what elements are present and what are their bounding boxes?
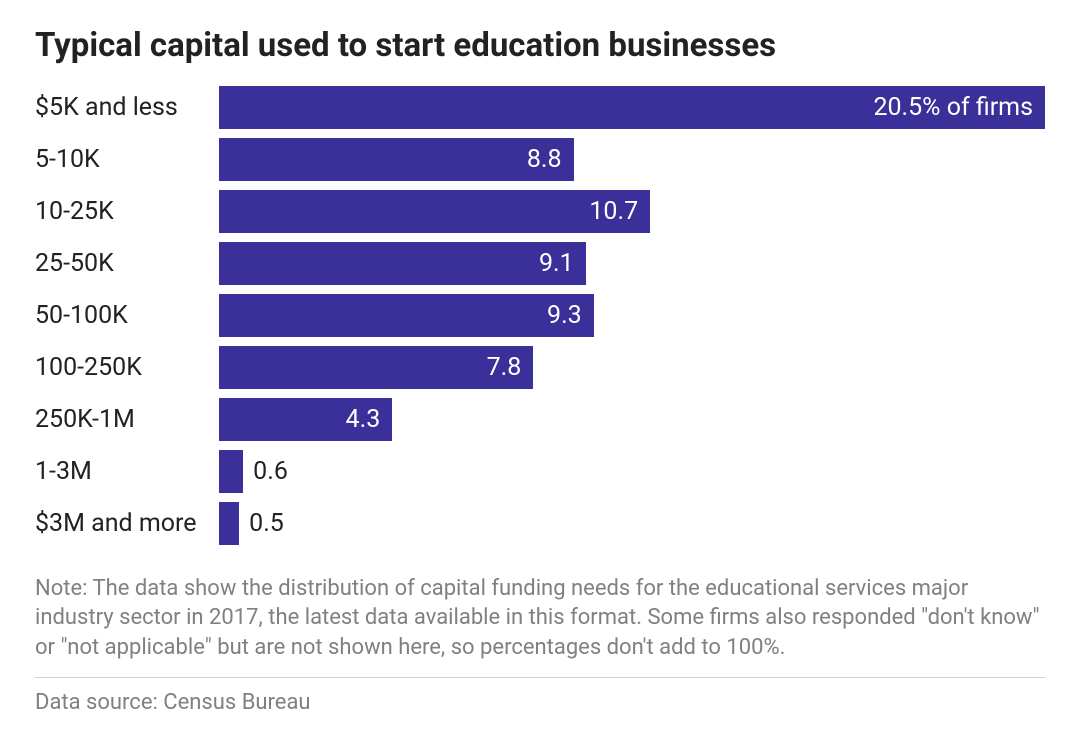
bar-label: 50-100K xyxy=(35,301,219,330)
bar-track: 20.5% of firms xyxy=(219,86,1045,129)
bar-row: 100-250K 7.8 xyxy=(35,344,1045,392)
bar-track: 8.8 xyxy=(219,138,1045,181)
bar-row: 50-100K 9.3 xyxy=(35,292,1045,340)
bar-track: 0.5 xyxy=(219,502,1045,545)
bar: 8.8 xyxy=(219,138,574,181)
bar-value: 9.1 xyxy=(539,249,574,278)
chart-title: Typical capital used to start education … xyxy=(35,26,1045,66)
bar-label: 10-25K xyxy=(35,197,219,226)
bar-value: 10.7 xyxy=(589,197,638,226)
bar-row: 1-3M 0.6 xyxy=(35,448,1045,496)
bar-track: 9.1 xyxy=(219,242,1045,285)
chart-container: Typical capital used to start education … xyxy=(0,0,1080,745)
bar-value: 7.8 xyxy=(487,353,522,382)
bar-track: 10.7 xyxy=(219,190,1045,233)
bar-label: 1-3M xyxy=(35,457,219,486)
bar-row: 10-25K 10.7 xyxy=(35,188,1045,236)
bar-value: 4.3 xyxy=(346,405,381,434)
bar: 9.1 xyxy=(219,242,586,285)
footer-source: Data source: Census Bureau xyxy=(35,690,1045,715)
bar-row: $5K and less 20.5% of firms xyxy=(35,84,1045,132)
bar: 4.3 xyxy=(219,398,392,441)
bar xyxy=(219,450,243,493)
bar: 10.7 xyxy=(219,190,650,233)
bar-value: 20.5% of firms xyxy=(873,93,1033,122)
bar-track: 7.8 xyxy=(219,346,1045,389)
bar-label: 25-50K xyxy=(35,249,219,278)
bar: 20.5% of firms xyxy=(219,86,1045,129)
bar-label: 100-250K xyxy=(35,353,219,382)
footer-note: Note: The data show the distribution of … xyxy=(35,574,1045,663)
footer-divider xyxy=(35,677,1045,678)
bar-track: 4.3 xyxy=(219,398,1045,441)
bar xyxy=(219,502,239,545)
bar-label: 5-10K xyxy=(35,145,219,174)
bar-label: $3M and more xyxy=(35,509,219,538)
bar: 9.3 xyxy=(219,294,594,337)
bar-rows: $5K and less 20.5% of firms 5-10K 8.8 10-25K… xyxy=(35,84,1045,548)
bar: 7.8 xyxy=(219,346,533,389)
bar-track: 9.3 xyxy=(219,294,1045,337)
bar-value: 0.6 xyxy=(253,457,288,486)
bar-row: 25-50K 9.1 xyxy=(35,240,1045,288)
bar-row: 250K-1M 4.3 xyxy=(35,396,1045,444)
bar-value: 8.8 xyxy=(527,145,562,174)
bar-label: $5K and less xyxy=(35,93,219,122)
bar-value: 9.3 xyxy=(547,301,582,330)
bar-value: 0.5 xyxy=(249,509,284,538)
bar-track: 0.6 xyxy=(219,450,1045,493)
bar-row: 5-10K 8.8 xyxy=(35,136,1045,184)
bar-label: 250K-1M xyxy=(35,405,219,434)
bar-row: $3M and more 0.5 xyxy=(35,500,1045,548)
